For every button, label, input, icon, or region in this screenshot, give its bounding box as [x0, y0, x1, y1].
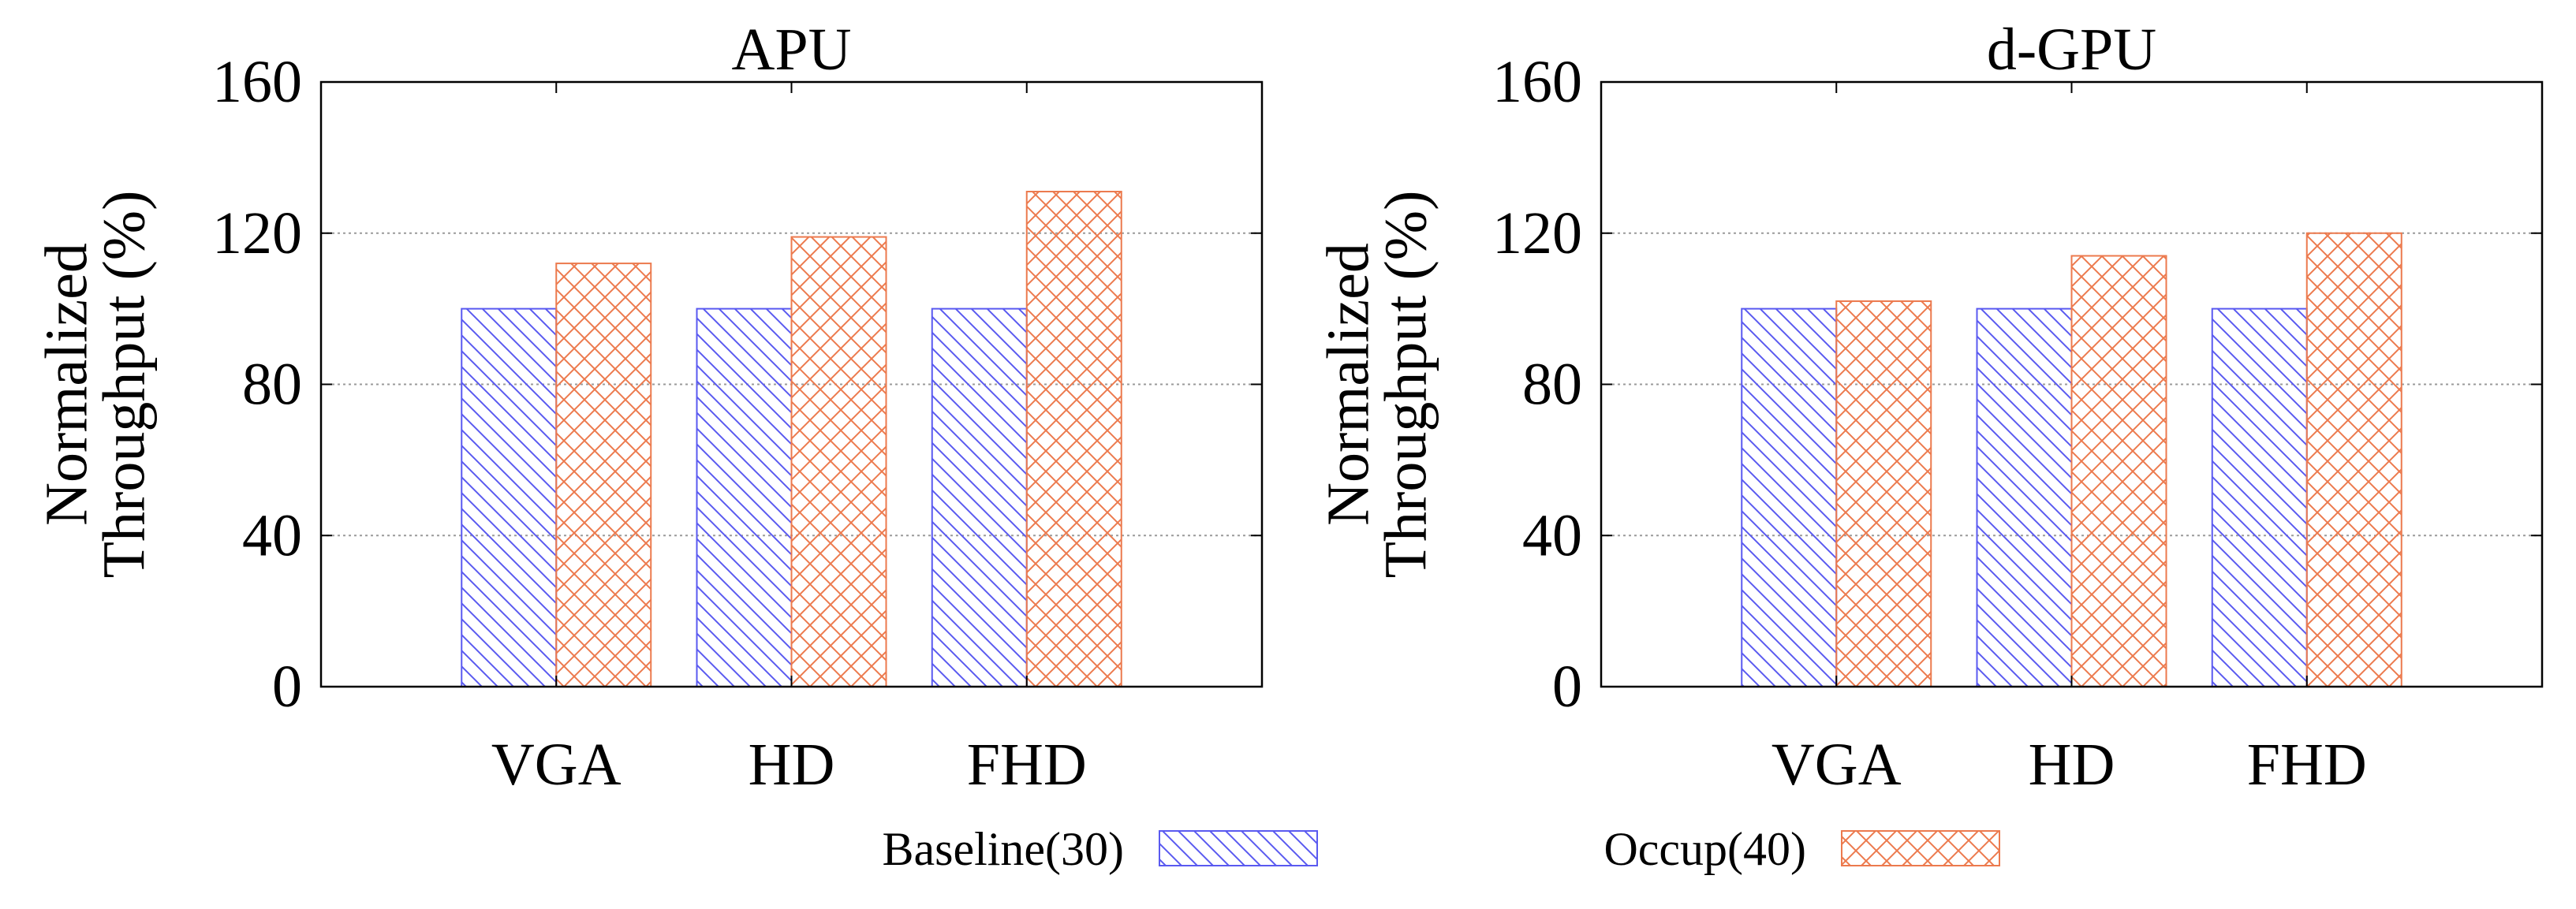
apu-xtick-label-hd: HD [749, 732, 835, 798]
dgpu-chart-title: d-GPU [1987, 17, 2156, 83]
apu-ytick-label-0: 0 [272, 654, 302, 720]
dgpu-xtick-label-vga: VGA [1771, 732, 1902, 798]
legend: Baseline(30) Occup(40) [882, 823, 2000, 875]
apu-chart-title: APU [731, 17, 851, 83]
dgpu-ylabel-line-1: Normalized [1315, 243, 1381, 526]
legend-label-baseline: Baseline(30) [882, 823, 1124, 875]
dgpu-plot-frame [1600, 80, 2544, 688]
apu-ytick-label-160: 160 [212, 49, 302, 115]
dgpu-xtick-label-hd: HD [2029, 732, 2115, 798]
apu-bar-occup-fhd [1025, 191, 1122, 688]
dgpu-bar-occup-fhd [2305, 232, 2402, 687]
dgpu-ytick-label-0: 0 [1552, 654, 1582, 720]
apu-plot-frame [319, 80, 1264, 688]
apu-ylabel-line-2: Throughput (%) [91, 191, 157, 579]
apu-xtick-label-vga: VGA [491, 732, 622, 798]
apu-bar-baseline-hd [696, 307, 793, 687]
dgpu-ytick-label-120: 120 [1492, 200, 1582, 266]
apu-bar-occup-hd [790, 236, 887, 687]
dgpu-xtick-label-fhd: FHD [2247, 732, 2367, 798]
dgpu-ytick-label-80: 80 [1522, 352, 1582, 418]
dgpu-bar-baseline-fhd [2211, 307, 2308, 687]
apu-bar-occup-vga [555, 263, 652, 688]
legend-swatch-baseline [1159, 830, 1318, 866]
legend-label-occup: Occup(40) [1603, 823, 1806, 875]
dgpu-panel: d-GPU Normalized Throughput (%) 0 40 80 120… [1315, 17, 2544, 798]
apu-ytick-label-40: 40 [242, 502, 302, 568]
legend-swatch-occup [1841, 830, 2000, 866]
apu-ytick-label-80: 80 [242, 352, 302, 418]
apu-bar-baseline-fhd [931, 307, 1028, 687]
apu-ylabel-line-1: Normalized [33, 243, 99, 526]
dgpu-bar-baseline-hd [1976, 307, 2073, 687]
dgpu-ytick-label-40: 40 [1522, 502, 1582, 568]
apu-panel: APU Normalized Throughput (%) 0 40 80 120 16… [33, 17, 1264, 798]
dgpu-bar-occup-hd [2070, 255, 2167, 687]
dgpu-bar-baseline-vga [1741, 307, 1838, 687]
dgpu-bar-occup-vga [1835, 300, 1932, 687]
dgpu-ytick-label-160: 160 [1492, 49, 1582, 115]
dgpu-ylabel-line-2: Throughput (%) [1372, 191, 1439, 579]
apu-ytick-label-120: 120 [212, 200, 302, 266]
apu-bar-baseline-vga [461, 307, 558, 687]
apu-xtick-label-fhd: FHD [967, 732, 1087, 798]
